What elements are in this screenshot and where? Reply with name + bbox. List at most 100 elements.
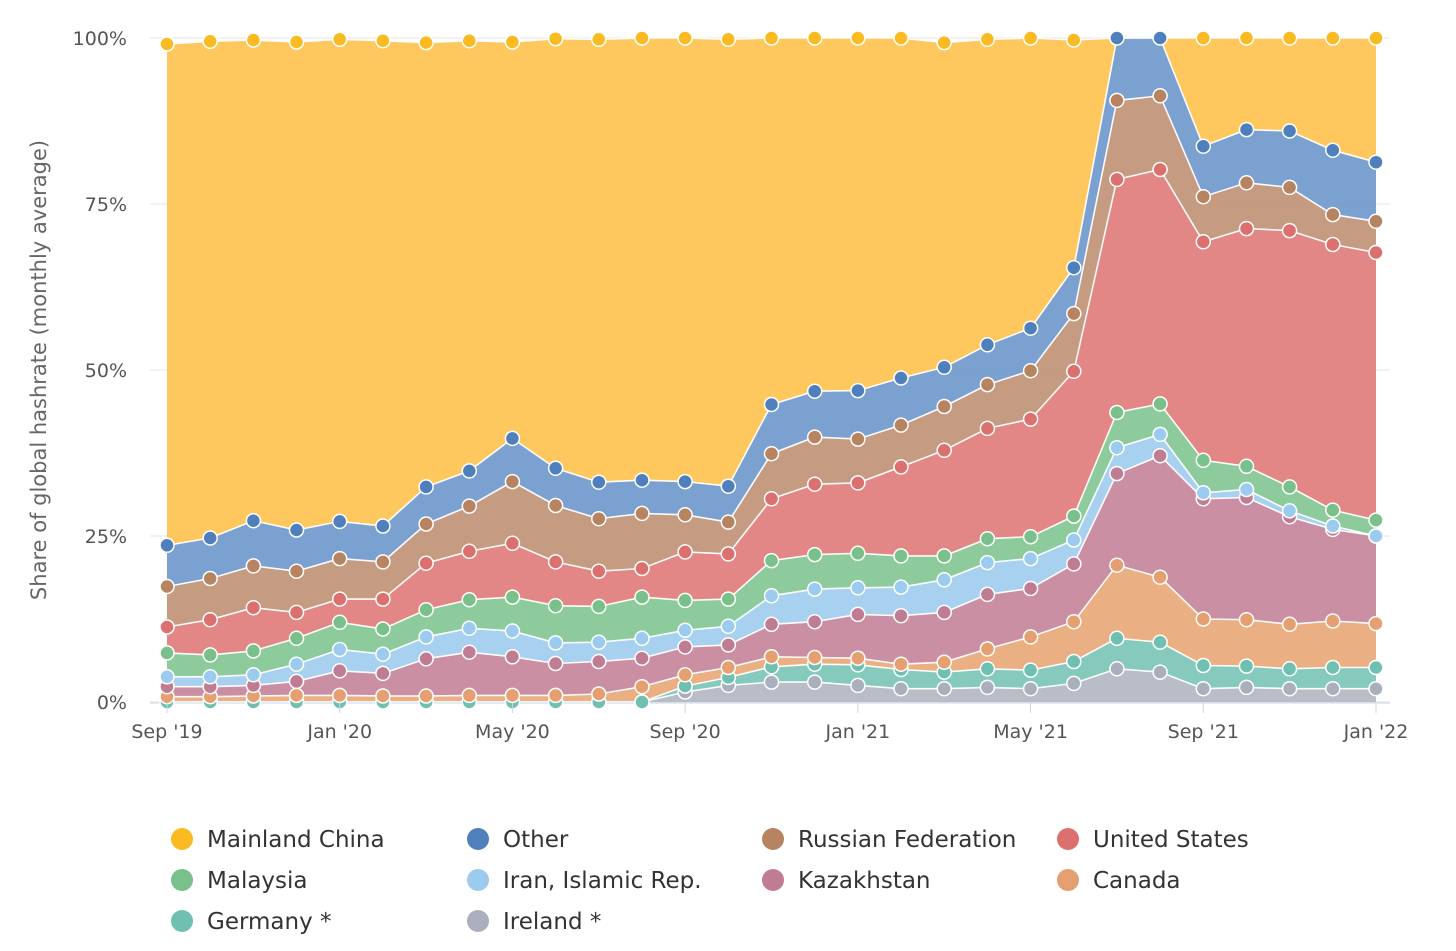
- legend-item-malaysia[interactable]: Malaysia: [171, 868, 308, 894]
- data-point[interactable]: [1195, 138, 1212, 154]
- data-point[interactable]: [461, 644, 478, 660]
- data-point[interactable]: [806, 674, 823, 690]
- data-point[interactable]: [936, 654, 952, 670]
- data-point[interactable]: [893, 370, 909, 386]
- data-point[interactable]: [1281, 503, 1298, 519]
- data-point[interactable]: [245, 512, 262, 529]
- data-point[interactable]: [202, 33, 218, 50]
- data-point[interactable]: [591, 634, 607, 650]
- data-point[interactable]: [1281, 479, 1298, 495]
- data-point[interactable]: [1281, 222, 1298, 239]
- data-point[interactable]: [547, 460, 564, 477]
- data-point[interactable]: [1022, 662, 1039, 678]
- data-point[interactable]: [1109, 439, 1125, 456]
- data-point[interactable]: [418, 516, 434, 532]
- data-point[interactable]: [1325, 659, 1341, 676]
- data-point[interactable]: [806, 581, 823, 597]
- data-point[interactable]: [1238, 481, 1255, 498]
- data-point[interactable]: [720, 478, 737, 494]
- data-point[interactable]: [288, 687, 305, 704]
- data-point[interactable]: [720, 31, 737, 48]
- data-point[interactable]: [591, 653, 607, 670]
- data-point[interactable]: [936, 604, 952, 621]
- legend-item-kazakhstan[interactable]: Kazakhstan: [762, 868, 931, 894]
- data-point[interactable]: [1022, 580, 1039, 597]
- data-point[interactable]: [1022, 528, 1039, 545]
- data-point[interactable]: [1195, 657, 1212, 674]
- legend-item-mainland-china[interactable]: Mainland China: [171, 827, 385, 853]
- data-point[interactable]: [806, 476, 823, 492]
- data-point[interactable]: [1238, 220, 1255, 237]
- data-point[interactable]: [806, 649, 823, 666]
- data-point[interactable]: [159, 578, 175, 595]
- data-point[interactable]: [677, 639, 693, 655]
- data-point[interactable]: [159, 537, 175, 554]
- data-point[interactable]: [806, 429, 823, 445]
- data-point[interactable]: [677, 667, 693, 683]
- data-point[interactable]: [806, 30, 823, 46]
- data-point[interactable]: [634, 678, 650, 695]
- data-point[interactable]: [1368, 659, 1384, 676]
- data-point[interactable]: [1238, 175, 1255, 191]
- data-point[interactable]: [1152, 447, 1168, 464]
- data-point[interactable]: [1325, 236, 1341, 253]
- data-point[interactable]: [331, 663, 348, 679]
- data-point[interactable]: [504, 430, 521, 447]
- data-point[interactable]: [375, 665, 391, 682]
- data-point[interactable]: [634, 694, 650, 710]
- data-point[interactable]: [1022, 30, 1039, 46]
- data-point[interactable]: [547, 655, 564, 672]
- data-point[interactable]: [850, 382, 866, 399]
- data-point[interactable]: [245, 643, 262, 659]
- data-point[interactable]: [375, 688, 391, 704]
- data-point[interactable]: [591, 510, 607, 527]
- data-point[interactable]: [1325, 613, 1341, 629]
- data-point[interactable]: [1109, 661, 1125, 677]
- data-point[interactable]: [591, 563, 607, 579]
- data-point[interactable]: [1109, 465, 1125, 482]
- data-point[interactable]: [634, 472, 650, 488]
- data-point[interactable]: [1325, 518, 1341, 534]
- data-point[interactable]: [461, 32, 478, 49]
- data-point[interactable]: [634, 650, 650, 666]
- data-point[interactable]: [418, 688, 434, 704]
- data-point[interactable]: [1022, 411, 1039, 427]
- data-point[interactable]: [245, 32, 262, 48]
- data-point[interactable]: [461, 463, 478, 479]
- data-point[interactable]: [1281, 30, 1298, 46]
- data-point[interactable]: [634, 505, 650, 522]
- data-point[interactable]: [763, 616, 780, 633]
- data-point[interactable]: [979, 554, 996, 571]
- data-point[interactable]: [1022, 680, 1039, 697]
- data-point[interactable]: [1195, 452, 1212, 469]
- data-point[interactable]: [979, 376, 996, 393]
- data-point[interactable]: [331, 591, 348, 607]
- legend-item-united-states[interactable]: United States: [1057, 827, 1249, 853]
- data-point[interactable]: [1281, 123, 1298, 139]
- data-point[interactable]: [1325, 502, 1341, 518]
- data-point[interactable]: [763, 674, 780, 690]
- data-point[interactable]: [634, 630, 650, 647]
- data-point[interactable]: [720, 546, 737, 562]
- data-point[interactable]: [1368, 528, 1384, 544]
- data-point[interactable]: [979, 641, 996, 657]
- data-point[interactable]: [375, 621, 391, 637]
- data-point[interactable]: [504, 649, 521, 665]
- data-point[interactable]: [1195, 485, 1212, 501]
- data-point[interactable]: [245, 667, 262, 683]
- data-point[interactable]: [763, 588, 780, 604]
- data-point[interactable]: [159, 36, 175, 52]
- data-point[interactable]: [763, 396, 780, 413]
- data-point[interactable]: [1238, 30, 1255, 46]
- data-point[interactable]: [461, 498, 478, 514]
- data-point[interactable]: [288, 563, 305, 579]
- data-point[interactable]: [1195, 680, 1212, 697]
- data-point[interactable]: [504, 473, 521, 490]
- data-point[interactable]: [461, 591, 478, 608]
- data-point[interactable]: [1152, 161, 1168, 178]
- data-point[interactable]: [331, 513, 348, 530]
- data-point[interactable]: [1325, 142, 1341, 158]
- legend-item-russian-federation[interactable]: Russian Federation: [762, 827, 1016, 853]
- data-point[interactable]: [763, 445, 780, 462]
- data-point[interactable]: [288, 604, 305, 621]
